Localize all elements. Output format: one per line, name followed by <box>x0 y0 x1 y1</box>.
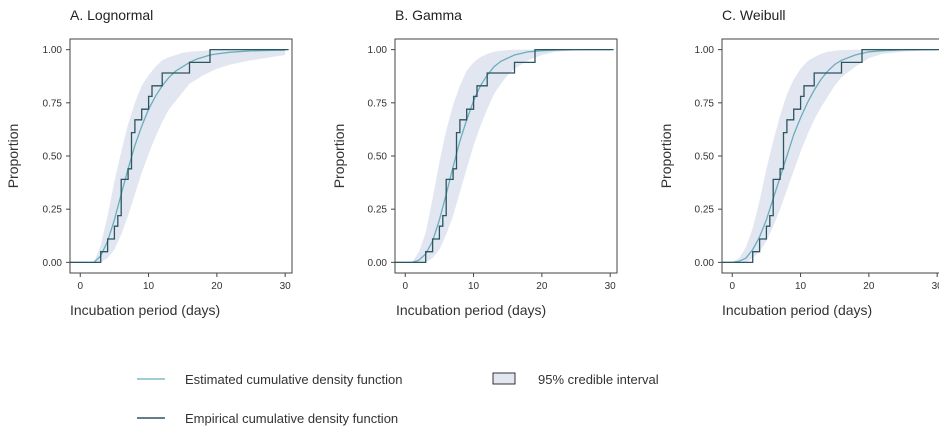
x-tick-label-b: 10 <box>468 281 480 292</box>
legend-credible-interval-label: 95% credible interval <box>538 372 659 387</box>
plot-marks-c <box>722 48 939 264</box>
legend-estimated-label: Estimated cumulative density function <box>185 372 403 387</box>
plot-marks-b <box>395 48 614 264</box>
panel-c: C. Weibull Proportion Incubation period … <box>658 7 939 318</box>
y-tick-label-c: 0.75 <box>695 98 715 109</box>
x-tick-label-c: 10 <box>795 281 807 292</box>
credible-interval-band-c <box>732 49 938 263</box>
y-tick-label-b: 0.75 <box>368 98 388 109</box>
x-tick-label-c: 0 <box>729 281 735 292</box>
y-tick-label-b: 0.25 <box>368 205 388 216</box>
plot-area-a: 0.00 0.25 0.50 0.75 1.00 0 10 20 30 <box>43 38 293 292</box>
estimated-cdf-line-c <box>722 48 938 264</box>
plot-area-c: 0.00 0.25 0.50 0.75 1.00 0 10 20 30 <box>695 38 939 292</box>
y-tick-label-b: 0.50 <box>368 152 388 163</box>
plot-marks-a <box>70 48 289 264</box>
x-tick-label-a: 20 <box>211 281 223 292</box>
legend-empirical-label: Empirical cumulative density function <box>185 411 398 426</box>
y-tick-label-c: 0.50 <box>695 152 715 163</box>
x-tick-label-a: 10 <box>143 281 155 292</box>
legend: Estimated cumulative density function Em… <box>137 372 659 426</box>
y-tick-label-a: 0.75 <box>43 98 63 109</box>
y-tick-label-a: 0.50 <box>43 152 63 163</box>
y-axis-label-c: Proportion <box>658 124 674 189</box>
panel-a: A. Lognormal Proportion Incubation perio… <box>5 7 293 318</box>
y-axis-label-a: Proportion <box>5 124 21 189</box>
y-tick-label-a: 0.25 <box>43 205 63 216</box>
y-tick-label-b: 0.00 <box>368 258 388 269</box>
legend-credible-interval-swatch <box>492 372 516 385</box>
y-axis-label-b: Proportion <box>331 124 347 189</box>
y-tick-label-c: 0.25 <box>695 205 715 216</box>
x-tick-label-b: 30 <box>605 281 617 292</box>
x-tick-label-b: 0 <box>402 281 408 292</box>
x-axis-label-a: Incubation period (days) <box>70 302 220 318</box>
empirical-cdf-step-b <box>395 48 614 264</box>
y-tick-label-b: 1.00 <box>368 45 388 56</box>
empirical-cdf-step-c <box>722 48 939 264</box>
panel-title-b: B. Gamma <box>395 7 462 23</box>
panel-title-a: A. Lognormal <box>70 7 153 23</box>
plot-area-b: 0.00 0.25 0.50 0.75 1.00 0 10 20 30 <box>368 38 618 292</box>
y-tick-label-c: 0.00 <box>695 258 715 269</box>
x-tick-label-b: 20 <box>536 281 548 292</box>
x-tick-label-a: 0 <box>77 281 83 292</box>
y-tick-label-a: 0.00 <box>43 258 63 269</box>
x-tick-label-a: 30 <box>280 281 292 292</box>
x-axis-label-b: Incubation period (days) <box>396 302 546 318</box>
x-tick-label-c: 20 <box>863 281 875 292</box>
panel-title-c: C. Weibull <box>722 7 786 23</box>
y-tick-label-a: 1.00 <box>43 45 63 56</box>
y-tick-label-c: 1.00 <box>695 45 715 56</box>
x-tick-label-c: 30 <box>932 281 939 292</box>
credible-interval-band-a <box>93 49 286 263</box>
estimated-cdf-line-a <box>70 49 286 264</box>
credible-interval-band-b <box>412 49 611 263</box>
panel-b: B. Gamma Proportion Incubation period (d… <box>331 7 618 318</box>
x-axis-label-c: Incubation period (days) <box>722 302 872 318</box>
empirical-cdf-step-a <box>70 48 289 264</box>
